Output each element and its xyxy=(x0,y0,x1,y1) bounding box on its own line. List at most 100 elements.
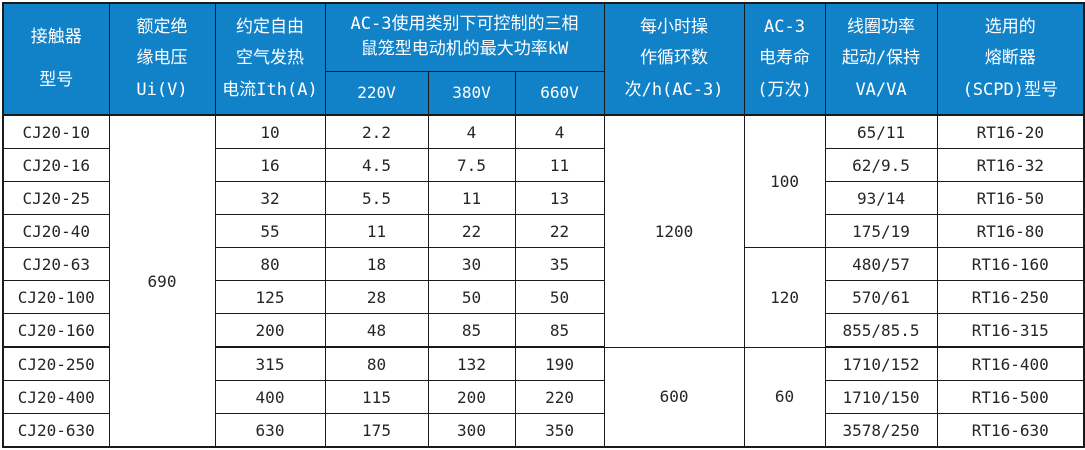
cell-life-merged: 60 xyxy=(743,346,826,448)
cell-kw-220v: 5.5 xyxy=(324,181,429,215)
table-body: CJ20-10 690 10 2.2 4 4 1200 100 65/11 RT16-20 CJ20… xyxy=(2,114,1085,448)
cell-kw-660v: 85 xyxy=(514,313,605,348)
cell-fuse: RT16-500 xyxy=(936,380,1085,414)
cell-kw-380v: 200 xyxy=(427,380,516,414)
cell-fuse: RT16-630 xyxy=(936,413,1085,448)
cell-kw-660v: 50 xyxy=(514,280,605,314)
cell-model: CJ20-25 xyxy=(2,181,110,215)
cell-kw-660v: 190 xyxy=(514,346,605,381)
cell-kw-220v: 28 xyxy=(324,280,429,314)
cell-kw-660v: 11 xyxy=(514,148,605,182)
header-ui: 额定绝 缘电压 Ui(V) xyxy=(108,2,216,116)
cell-coil: 3578/250 xyxy=(824,413,938,448)
cell-fuse: RT16-32 xyxy=(936,148,1085,182)
cell-ith: 630 xyxy=(214,413,326,448)
cell-ith: 400 xyxy=(214,380,326,414)
cell-model: CJ20-40 xyxy=(2,214,110,248)
cell-kw-660v: 4 xyxy=(514,114,605,149)
cell-model: CJ20-63 xyxy=(2,247,110,281)
cell-kw-380v: 50 xyxy=(427,280,516,314)
cell-coil: 1710/150 xyxy=(824,380,938,414)
cell-kw-660v: 220 xyxy=(514,380,605,414)
cell-fuse: RT16-160 xyxy=(936,247,1085,281)
cell-kw-220v: 48 xyxy=(324,313,429,348)
table-row: CJ20-400 400 115 200 220 1710/150 RT16-500 xyxy=(2,380,1085,414)
table-row: CJ20-25 32 5.5 11 13 93/14 RT16-50 xyxy=(2,181,1085,215)
cell-kw-220v: 2.2 xyxy=(324,114,429,149)
table-header: 接触器 型号 额定绝 缘电压 Ui(V) 约定自由 空气发热 电流Ith(A) … xyxy=(2,2,1085,116)
cell-model: CJ20-400 xyxy=(2,380,110,414)
cell-fuse: RT16-50 xyxy=(936,181,1085,215)
cell-coil: 855/85.5 xyxy=(824,313,938,348)
header-life: AC-3 电寿命 (万次) xyxy=(743,2,826,116)
cell-cycles-merged: 1200 xyxy=(603,114,745,348)
cell-ith: 55 xyxy=(214,214,326,248)
header-kw-380v: 380V xyxy=(427,70,516,116)
header-fuse: 选用的 熔断器 (SCPD)型号 xyxy=(936,2,1085,116)
cell-coil: 62/9.5 xyxy=(824,148,938,182)
table-row: CJ20-40 55 11 22 22 175/19 RT16-80 xyxy=(2,214,1085,248)
cell-ith: 315 xyxy=(214,346,326,381)
cell-life-merged: 120 xyxy=(743,247,826,348)
cell-model: CJ20-630 xyxy=(2,413,110,448)
header-ith: 约定自由 空气发热 电流Ith(A) xyxy=(214,2,326,116)
cell-kw-380v: 30 xyxy=(427,247,516,281)
cell-kw-660v: 13 xyxy=(514,181,605,215)
cell-ith: 10 xyxy=(214,114,326,149)
cell-kw-220v: 175 xyxy=(324,413,429,448)
cell-kw-380v: 11 xyxy=(427,181,516,215)
header-model: 接触器 型号 xyxy=(2,2,110,116)
cell-kw-660v: 35 xyxy=(514,247,605,281)
header-cycles: 每小时操 作循环数 次/h(AC-3) xyxy=(603,2,745,116)
cell-kw-220v: 80 xyxy=(324,346,429,381)
cell-ith: 125 xyxy=(214,280,326,314)
cell-kw-380v: 22 xyxy=(427,214,516,248)
header-coil: 线圈功率 起动/保持 VA/VA xyxy=(824,2,938,116)
cell-coil: 1710/152 xyxy=(824,346,938,381)
header-kw-220v: 220V xyxy=(324,70,429,116)
table-row: CJ20-63 80 18 30 35 120 480/57 RT16-160 xyxy=(2,247,1085,348)
table-row: CJ20-16 16 4.5 7.5 11 62/9.5 RT16-32 xyxy=(2,148,1085,182)
cell-coil: 480/57 xyxy=(824,247,938,281)
cell-fuse: RT16-315 xyxy=(936,313,1085,348)
cell-ith: 80 xyxy=(214,247,326,281)
cell-model: CJ20-10 xyxy=(2,114,110,149)
cell-kw-660v: 22 xyxy=(514,214,605,248)
cell-kw-380v: 85 xyxy=(427,313,516,348)
cell-kw-220v: 18 xyxy=(324,247,429,281)
cell-coil: 93/14 xyxy=(824,181,938,215)
cell-model: CJ20-16 xyxy=(2,148,110,182)
table-row: CJ20-250 315 80 132 190 600 60 1710/152 RT16-400 xyxy=(2,346,1085,448)
cell-kw-380v: 7.5 xyxy=(427,148,516,182)
table-row: CJ20-10 690 10 2.2 4 4 1200 100 65/11 RT16-20 xyxy=(2,114,1085,448)
cell-kw-380v: 4 xyxy=(427,114,516,149)
cell-kw-220v: 11 xyxy=(324,214,429,248)
cell-kw-220v: 115 xyxy=(324,380,429,414)
header-row-1: 接触器 型号 额定绝 缘电压 Ui(V) 约定自由 空气发热 电流Ith(A) … xyxy=(2,2,1085,116)
cell-fuse: RT16-400 xyxy=(936,346,1085,381)
cell-kw-660v: 350 xyxy=(514,413,605,448)
table-row: CJ20-160 200 48 85 85 855/85.5 RT16-315 xyxy=(2,313,1085,348)
cell-kw-220v: 4.5 xyxy=(324,148,429,182)
cell-model: CJ20-100 xyxy=(2,280,110,314)
cell-coil: 65/11 xyxy=(824,114,938,149)
header-kw-group: AC-3使用类别下可控制的三相 鼠笼型电动机的最大功率kW xyxy=(324,2,605,72)
cell-coil: 570/61 xyxy=(824,280,938,314)
cell-ith: 200 xyxy=(214,313,326,348)
cell-kw-380v: 132 xyxy=(427,346,516,381)
cell-fuse: RT16-20 xyxy=(936,114,1085,149)
header-row-2: 220V 380V 660V xyxy=(3,70,1084,116)
cell-coil: 175/19 xyxy=(824,214,938,248)
cell-cycles-merged: 600 xyxy=(603,346,745,448)
cell-fuse: RT16-80 xyxy=(936,214,1085,248)
cell-fuse: RT16-250 xyxy=(936,280,1085,314)
cell-ui-merged: 690 xyxy=(108,114,216,448)
cell-life-merged: 100 xyxy=(743,114,826,248)
cell-kw-380v: 300 xyxy=(427,413,516,448)
header-kw-660v: 660V xyxy=(514,70,605,116)
cell-ith: 32 xyxy=(214,181,326,215)
table-row: CJ20-100 125 28 50 50 570/61 RT16-250 xyxy=(2,280,1085,314)
cell-ith: 16 xyxy=(214,148,326,182)
